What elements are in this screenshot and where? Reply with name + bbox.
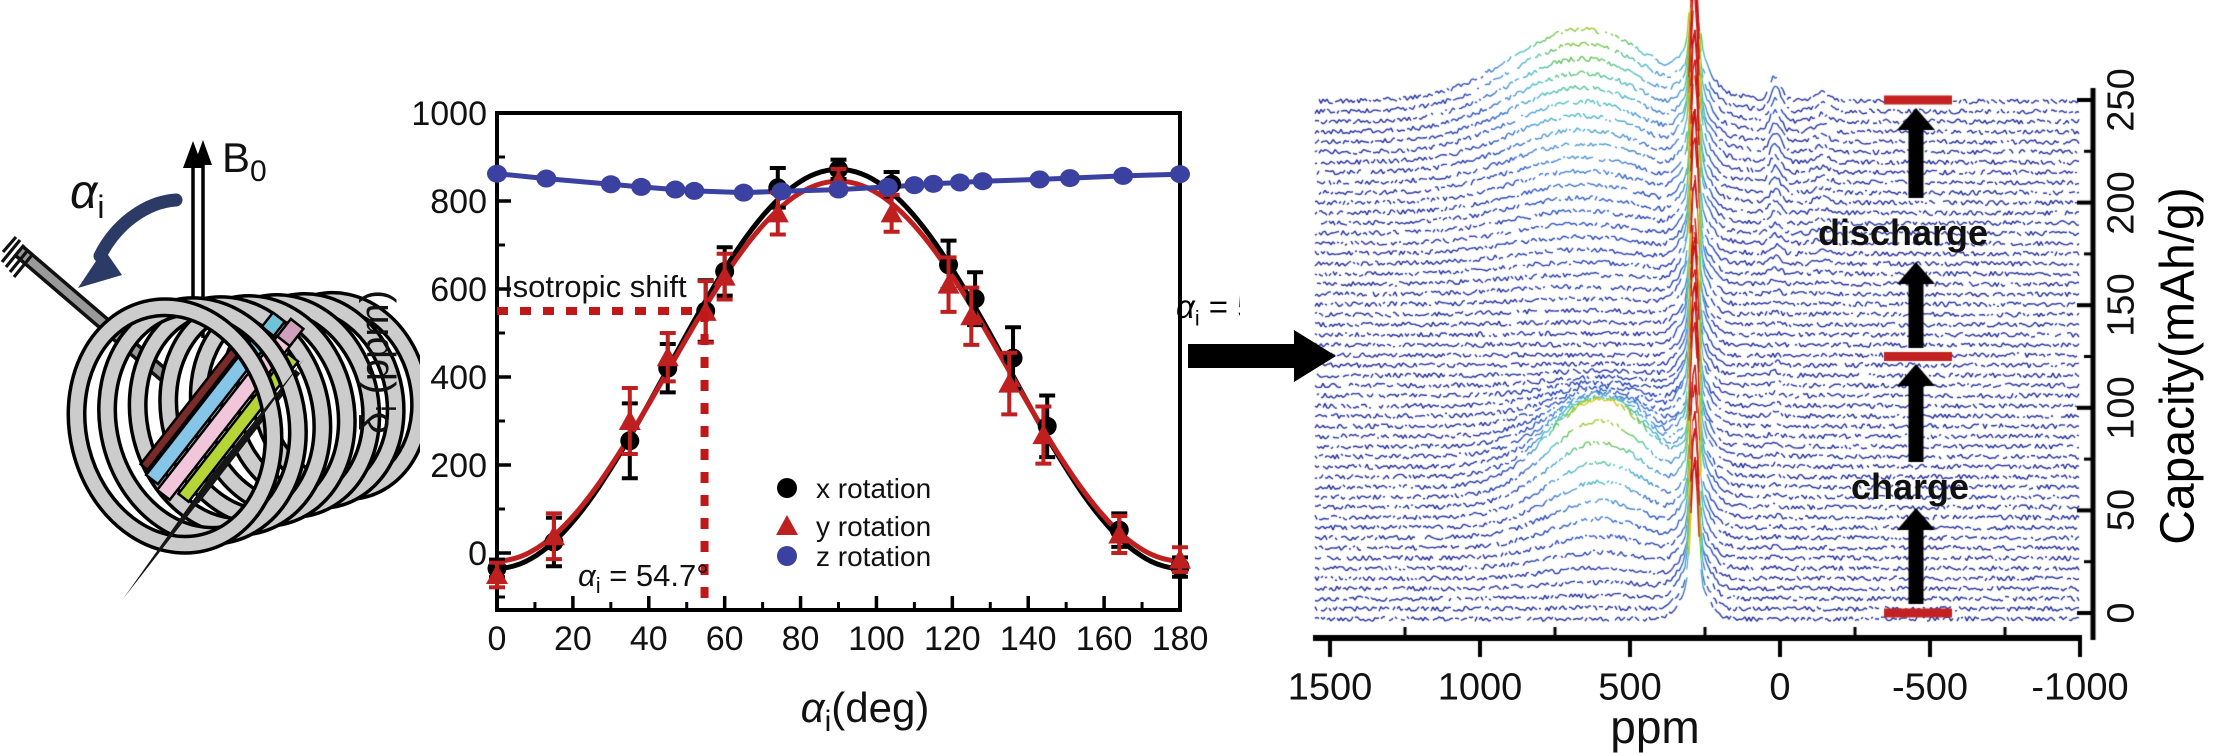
legend-label: x rotation (816, 473, 931, 504)
y-rotation-point (618, 410, 641, 430)
discharge-label: discharge (1817, 212, 1989, 253)
y-rotation-point (486, 564, 508, 584)
z-rotation-point (665, 180, 686, 199)
transfer-arrow-head (1294, 330, 1336, 382)
legend-x-marker (777, 478, 797, 498)
z-rotation-point (771, 182, 792, 201)
x-rotation-point (1170, 557, 1190, 577)
z-rotation-point (684, 181, 705, 200)
isotropic-shift-label: Isotropic shift (504, 269, 687, 304)
z-rotation-point (733, 183, 754, 202)
z-rotation-point (1113, 166, 1134, 185)
y-rotation-point (880, 202, 903, 223)
transfer-arrow (1188, 344, 1296, 368)
y-rotation-point (766, 202, 789, 223)
legend-label: z rotation (816, 541, 931, 572)
mid-x-tick-label: 100 (848, 620, 905, 658)
x-rotation-point (544, 532, 564, 552)
y-rotation-point (656, 346, 679, 367)
y-rotation-point (542, 525, 565, 546)
legend-label: y rotation (816, 511, 931, 542)
charge-label: charge (1850, 466, 1970, 507)
x-rotation-point (882, 174, 902, 194)
y-rotation-point (827, 170, 850, 191)
y-rotation-point (1108, 523, 1131, 544)
x-rotation-point (1109, 520, 1129, 540)
y-rotation-point (1169, 548, 1191, 569)
mid-x-tick-label: 40 (630, 620, 668, 658)
z-rotation-point (600, 175, 621, 194)
x-rotation-point (487, 558, 507, 578)
z-rotation-point (1029, 170, 1050, 189)
y-rotation-point (713, 265, 736, 286)
x-rotation-point (658, 358, 678, 378)
b0-label: B0 (222, 134, 267, 188)
z-rotation-point (1170, 165, 1190, 184)
y-rotation-point (998, 372, 1021, 393)
coil-illustration: B0 αi (0, 134, 420, 599)
x-rotation-point (1037, 416, 1057, 436)
z-rotation-point (904, 176, 925, 195)
z-rotation-point (1059, 169, 1080, 188)
sample-needle (123, 359, 304, 599)
y-rotation-point (937, 273, 960, 294)
mid-y-tick-label: 600 (430, 271, 487, 309)
legend-z-marker (777, 546, 797, 566)
legend-y-marker (776, 515, 798, 535)
mid-y-tick-label: 1000 (411, 95, 487, 133)
mid-x-tick-label: 60 (706, 620, 744, 658)
mid-x-tick-label: 120 (924, 620, 981, 658)
z-rotation-curve (496, 171, 1181, 196)
mid-y-tick-label: 800 (430, 183, 487, 221)
mid-x-tick-label: 20 (554, 620, 592, 658)
x-rotation-point (768, 178, 788, 198)
mid-y-tick-label: 200 (430, 447, 487, 485)
x-rotation-curve (496, 166, 1181, 571)
mid-x-tick-label: 160 (1076, 620, 1133, 658)
mid-plot-frame (495, 111, 1182, 612)
x-rotation-point (965, 289, 985, 309)
x-rotation-point (620, 431, 640, 451)
x-rotation-point (1003, 348, 1023, 368)
capacity-axis-label: Capacity(mAh/g) (2151, 187, 2205, 545)
x-rotation-point (939, 255, 959, 275)
mid-y-tick-label: 400 (430, 359, 487, 397)
y-rotation-point (1032, 424, 1055, 445)
y-rotation-point (960, 305, 983, 326)
mid-x-tick-label: 80 (782, 620, 820, 658)
z-rotation-point (828, 180, 849, 199)
z-rotation-point (949, 173, 970, 192)
magic-angle-label: αi = 54.7° (578, 558, 709, 598)
z-rotation-point (972, 172, 993, 191)
z-rotation-point (923, 174, 944, 193)
y-rotation-curve (496, 178, 1181, 564)
mid-x-tick-label: 140 (1000, 620, 1057, 658)
mid-x-tick-label: 180 (1152, 620, 1209, 658)
ppm-axis-label: ppm (1610, 701, 1700, 753)
y-rotation-point (694, 300, 717, 321)
x-rotation-point (715, 261, 735, 281)
mid-y-tick-label: 0 (468, 535, 487, 573)
nmr-waterfall-canvas (1240, 0, 2213, 753)
x-rotation-point (829, 159, 848, 179)
z-rotation-point (487, 164, 507, 183)
mid-x-axis-label: αi(deg) (801, 684, 930, 738)
rod-hatch-cap (0, 235, 34, 279)
z-rotation-point (631, 177, 652, 196)
z-rotation-point (536, 169, 557, 188)
z-rotation-point (877, 177, 898, 196)
x-rotation-point (696, 301, 716, 321)
mid-x-tick-label: 0 (488, 620, 507, 658)
alpha-i-label: αi (70, 166, 104, 225)
coil-front-rings (66, 296, 308, 555)
rotation-arrow (78, 193, 183, 288)
